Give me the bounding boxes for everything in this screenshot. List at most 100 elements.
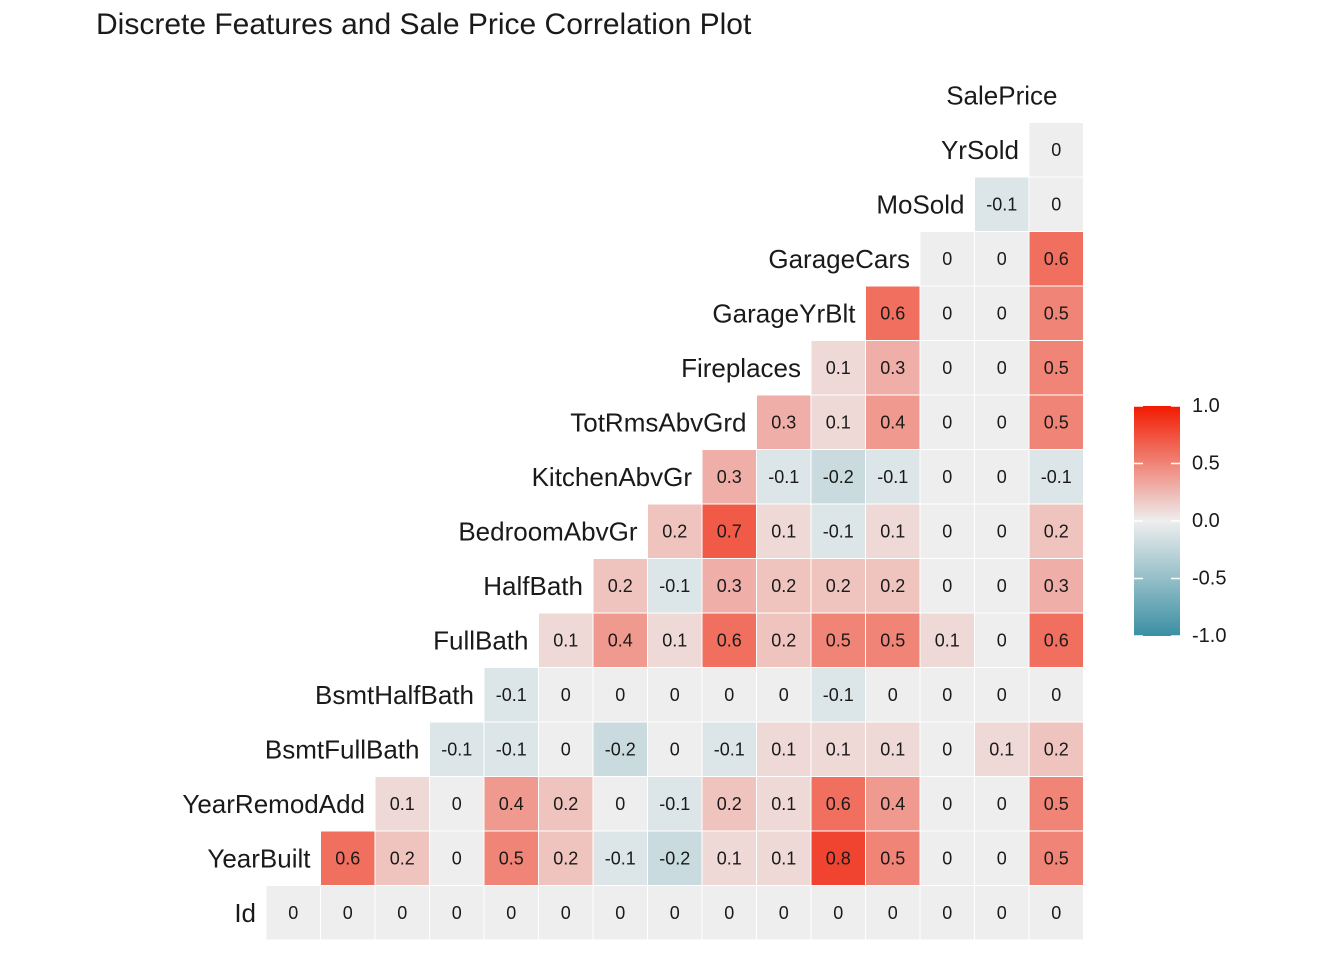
cell-value-label: 0.1 bbox=[880, 521, 905, 541]
heatmap-cell bbox=[756, 449, 812, 505]
cell-value-label: 0 bbox=[942, 794, 952, 814]
cell-value-label: 0 bbox=[452, 903, 462, 923]
heatmap-cell bbox=[483, 721, 539, 777]
heatmap-cell bbox=[865, 449, 921, 505]
cell-value-label: 0.6 bbox=[1044, 630, 1069, 650]
heatmap-cell bbox=[810, 394, 866, 450]
heatmap-cell bbox=[865, 503, 921, 559]
cell-value-label: 0 bbox=[888, 685, 898, 705]
cell-value-label: 0.3 bbox=[771, 412, 796, 432]
cell-value-label: 0 bbox=[288, 903, 298, 923]
heatmap-cell bbox=[919, 285, 975, 341]
cell-value-label: -0.1 bbox=[441, 739, 472, 759]
heatmap-cell bbox=[647, 721, 703, 777]
heatmap-cell bbox=[756, 667, 812, 723]
heatmap-cell bbox=[919, 721, 975, 777]
heatmap-cell bbox=[647, 558, 703, 614]
heatmap-cell bbox=[374, 830, 430, 886]
heatmap-cell bbox=[592, 558, 648, 614]
cell-value-label: 0 bbox=[670, 903, 680, 923]
cell-value-label: 0.1 bbox=[771, 521, 796, 541]
heatmap-cell bbox=[865, 667, 921, 723]
cell-value-label: 0.3 bbox=[717, 467, 742, 487]
heatmap-cell bbox=[865, 285, 921, 341]
cell-value-label: 0.1 bbox=[553, 630, 578, 650]
heatmap-cell bbox=[810, 721, 866, 777]
cell-value-label: 0 bbox=[1051, 903, 1061, 923]
heatmap-cell bbox=[1028, 558, 1084, 614]
heatmap-cell bbox=[865, 776, 921, 832]
cell-value-label: 0 bbox=[833, 903, 843, 923]
cell-value-label: 0 bbox=[615, 685, 625, 705]
cell-value-label: 0.1 bbox=[717, 848, 742, 868]
cell-value-label: 0.5 bbox=[1044, 848, 1069, 868]
cell-value-label: 0.5 bbox=[880, 630, 905, 650]
heatmap-cell bbox=[701, 449, 757, 505]
heatmap-cell bbox=[810, 667, 866, 723]
cell-value-label: -0.1 bbox=[877, 467, 908, 487]
cell-value-label: 0.3 bbox=[1044, 576, 1069, 596]
cell-value-label: 0 bbox=[997, 249, 1007, 269]
cell-value-label: 0 bbox=[942, 249, 952, 269]
cell-value-label: 0 bbox=[561, 903, 571, 923]
heatmap-cell bbox=[483, 885, 539, 941]
heatmap-cell bbox=[810, 776, 866, 832]
heatmap-cell bbox=[865, 830, 921, 886]
heatmap-cell bbox=[265, 885, 321, 941]
cell-value-label: 0.2 bbox=[553, 848, 578, 868]
cell-value-label: 0 bbox=[942, 412, 952, 432]
cell-value-label: 0 bbox=[670, 685, 680, 705]
heatmap-cell bbox=[647, 885, 703, 941]
variable-label: YearRemodAdd bbox=[182, 789, 365, 819]
cell-value-label: 0 bbox=[452, 848, 462, 868]
variable-label: Fireplaces bbox=[681, 353, 801, 383]
cell-value-label: 0.2 bbox=[1044, 521, 1069, 541]
cell-value-label: -0.1 bbox=[1041, 467, 1072, 487]
cell-value-label: 0.2 bbox=[553, 794, 578, 814]
color-legend: 1.0 0.5 0.0 -0.5 -1.0 bbox=[1134, 395, 1226, 647]
cell-value-label: 0 bbox=[724, 685, 734, 705]
cell-value-label: 0.2 bbox=[717, 794, 742, 814]
legend-tick-label: 0.5 bbox=[1192, 453, 1220, 475]
cell-value-label: 0.4 bbox=[880, 412, 905, 432]
heatmap-cell bbox=[919, 558, 975, 614]
heatmap-cell bbox=[919, 885, 975, 941]
variable-label: GarageYrBlt bbox=[712, 298, 856, 328]
cell-value-label: 0.7 bbox=[717, 521, 742, 541]
heatmap-cell bbox=[374, 776, 430, 832]
cell-value-label: 0.1 bbox=[771, 848, 796, 868]
cell-value-label: 0 bbox=[888, 903, 898, 923]
cell-value-label: 0.8 bbox=[826, 848, 851, 868]
cell-value-label: 0.1 bbox=[826, 412, 851, 432]
heatmap-cell bbox=[1028, 885, 1084, 941]
heatmap-cell bbox=[1028, 612, 1084, 668]
cell-value-label: -0.1 bbox=[986, 194, 1017, 214]
heatmap-cell bbox=[974, 231, 1030, 287]
cell-value-label: 0.6 bbox=[826, 794, 851, 814]
cell-value-label: 0 bbox=[724, 903, 734, 923]
cell-value-label: -0.1 bbox=[823, 521, 854, 541]
heatmap-cell-labels: 0 0 0 0 0 0 0 0 0 0 0 0 0 0 0 0.6 0.2 0 0.5 0.2 -0.1 -0.2 0.1 0… bbox=[288, 140, 1072, 923]
variable-labels: Id YearBuilt YearRemodAdd BsmtFullBath BsmtH… bbox=[182, 80, 1057, 928]
heatmap-cell bbox=[1028, 721, 1084, 777]
heatmap-cell bbox=[919, 394, 975, 450]
heatmap-cell bbox=[429, 776, 485, 832]
heatmap-cell bbox=[865, 558, 921, 614]
heatmap-cell bbox=[865, 340, 921, 396]
chart-title: Discrete Features and Sale Price Correla… bbox=[96, 8, 752, 41]
heatmap-cell bbox=[1028, 667, 1084, 723]
cell-value-label: 0.6 bbox=[880, 303, 905, 323]
variable-label: SalePrice bbox=[946, 80, 1057, 110]
cell-value-label: 0 bbox=[997, 521, 1007, 541]
cell-value-label: 0 bbox=[942, 848, 952, 868]
cell-value-label: 0 bbox=[942, 903, 952, 923]
heatmap-cell bbox=[865, 612, 921, 668]
heatmap-cell bbox=[483, 667, 539, 723]
cell-value-label: 0 bbox=[1051, 194, 1061, 214]
cell-value-label: -0.1 bbox=[605, 848, 636, 868]
heatmap-cell bbox=[647, 612, 703, 668]
cell-value-label: 0 bbox=[942, 521, 952, 541]
heatmap-cell bbox=[374, 885, 430, 941]
heatmap-cell bbox=[701, 558, 757, 614]
